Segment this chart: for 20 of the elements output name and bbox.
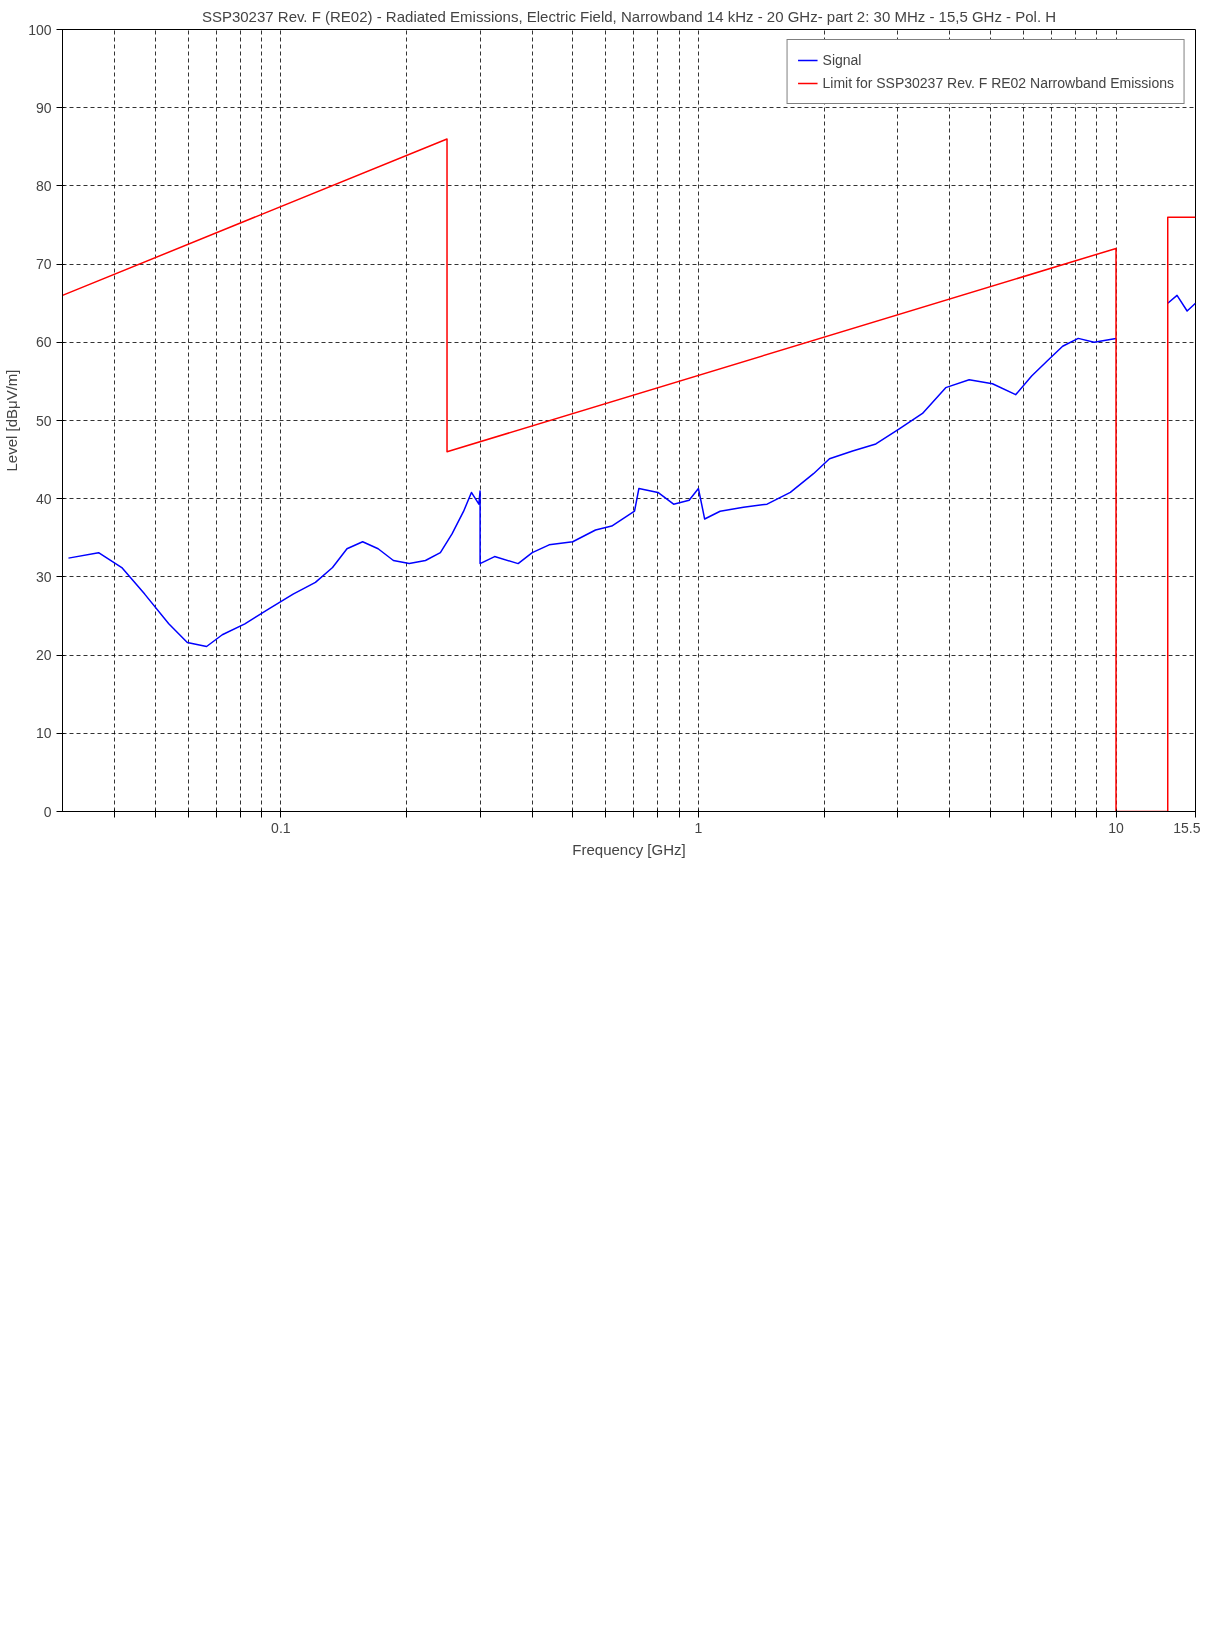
y-tick-label: 90 [35,99,52,116]
y-axis-title: Level [dBμV/m] [3,369,21,472]
x-tick-label: 1 [694,819,703,836]
y-tick-label: 0 [43,803,52,820]
x-tick-label: 10 [1108,819,1125,836]
x-axis-title: Frequency [GHz] [572,840,686,858]
x-tick-label: 0.1 [271,819,291,836]
y-tick-label: 100 [28,21,52,38]
y-tick-label: 50 [35,412,52,429]
x-tick-label: 15.5 [1173,819,1201,836]
chart-title: SSP30237 Rev. F (RE02) - Radiated Emissions, Electric Field, Narrowband 14 kHz - 20 GHz- part 2: 30 MHz - 15,5 GHz - Pol. H [201,7,1057,25]
y-tick-label: 80 [35,177,52,194]
y-tick-label: 30 [35,568,52,585]
y-tick-label: 20 [35,647,52,664]
y-tick-label: 60 [35,334,52,351]
legend-label: Signal [822,52,862,68]
legend-label: Limit for SSP30237 Rev. F RE02 Narrowband Emissions [822,75,1174,91]
y-tick-label: 10 [35,725,52,742]
y-tick-label: 40 [35,490,52,507]
y-tick-label: 70 [35,256,52,273]
